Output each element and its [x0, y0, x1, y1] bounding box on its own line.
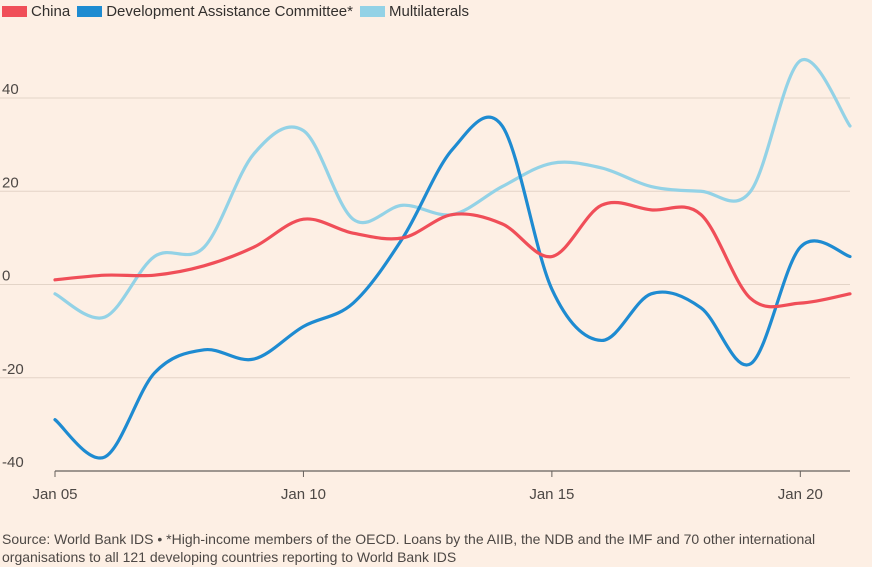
- y-tick-label: 20: [2, 174, 19, 191]
- x-tick-label: Jan 10: [281, 486, 326, 503]
- x-axis: Jan 05 Jan 10 Jan 15 Jan 20: [32, 471, 823, 503]
- legend-label-dac: Development Assistance Committee*: [106, 3, 353, 20]
- legend-item-multilaterals: Multilaterals: [359, 3, 470, 20]
- series-line-china: [53, 200, 852, 309]
- x-tick-label: Jan 05: [32, 486, 77, 503]
- legend: China Development Assistance Committee* …: [2, 3, 476, 20]
- y-tick-label: 0: [2, 268, 10, 285]
- y-tick-label: -40: [2, 454, 24, 471]
- legend-swatch-dac: [77, 6, 103, 17]
- x-tick-label: Jan 15: [529, 486, 574, 503]
- legend-item-dac: Development Assistance Committee*: [77, 3, 353, 20]
- legend-item-china: China: [2, 3, 70, 20]
- legend-swatch-multilaterals: [359, 6, 385, 17]
- legend-label-china: China: [31, 3, 71, 20]
- x-tick-label: Jan 20: [778, 486, 823, 503]
- source-note: Source: World Bank IDS • *High-income me…: [2, 531, 816, 565]
- legend-swatch-china: [2, 6, 27, 17]
- legend-label-multilaterals: Multilaterals: [388, 3, 470, 20]
- series-line-dac: [53, 115, 852, 460]
- y-tick-label: -20: [2, 361, 24, 378]
- y-tick-label: 40: [2, 81, 19, 98]
- gridlines: -40 -20 0 20 40: [0, 81, 850, 472]
- series-lines: [53, 57, 852, 460]
